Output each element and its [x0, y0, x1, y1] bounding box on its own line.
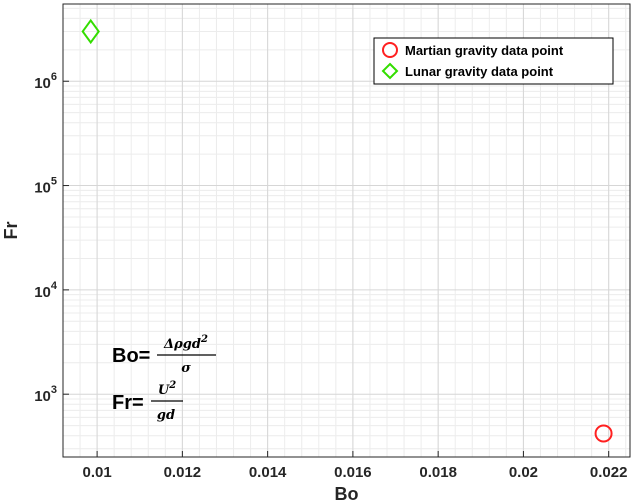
plot-frame	[62, 3, 631, 458]
y-tick-base: 10	[34, 388, 51, 405]
y-tick-base: 10	[34, 75, 51, 92]
y-tick-label: 103	[34, 384, 57, 405]
fr-numerator-text: U	[158, 383, 170, 398]
y-tick-exponent: 5	[51, 176, 57, 188]
data-points	[81, 18, 613, 443]
grid-lines	[63, 4, 630, 457]
lunar-data-point	[81, 18, 100, 45]
y-tick-label: 106	[34, 71, 57, 92]
fr-equation-denominator: gd	[157, 408, 175, 423]
y-tick-label: 105	[34, 176, 57, 197]
x-tick-label: 0.022	[590, 464, 628, 481]
x-tick-label: 0.016	[334, 464, 372, 481]
y-tick-label: 104	[34, 280, 58, 301]
fr-equation-numerator: U2	[158, 380, 176, 398]
martian-data-point	[594, 424, 613, 443]
x-tick-label: 0.014	[249, 464, 287, 481]
legend: Martian gravity data point Lunar gravity…	[373, 37, 614, 85]
legend-label-lunar: Lunar gravity data point	[405, 64, 554, 79]
y-tick-exponent: 6	[51, 71, 57, 83]
legend-box	[373, 37, 614, 85]
bo-equation-numerator: Δρgd2	[163, 334, 208, 352]
legend-marker-martian	[382, 42, 398, 58]
y-axis-label: Fr	[1, 222, 21, 240]
y-tick-base: 10	[34, 180, 51, 197]
bo-numerator-text: Δρgd	[163, 337, 201, 352]
x-axis-label: Bo	[335, 484, 359, 503]
legend-marker-lunar	[381, 62, 399, 80]
legend-label-martian: Martian gravity data point	[405, 43, 564, 58]
x-tick-label: 0.018	[419, 464, 457, 481]
x-tick-label: 0.01	[83, 464, 112, 481]
y-tick-exponent: 3	[51, 384, 57, 396]
fr-numerator-exponent: 2	[168, 380, 176, 391]
x-tick-label: 0.012	[164, 464, 202, 481]
x-tick-labels: 0.01 0.012 0.014 0.016 0.018 0.02 0.022	[83, 464, 628, 481]
fr-equation-lhs: Fr=	[112, 392, 144, 414]
bo-equation-denominator: σ	[181, 361, 191, 376]
bo-numerator-exponent: 2	[200, 334, 208, 345]
tick-marks	[63, 80, 610, 457]
x-tick-label: 0.02	[509, 464, 538, 481]
bo-equation-lhs: Bo=	[112, 345, 150, 367]
equation-annotations: Bo= Δρgd2 σ Fr= U2 gd	[112, 334, 216, 423]
y-tick-exponent: 4	[51, 280, 58, 292]
y-tick-base: 10	[34, 284, 51, 301]
